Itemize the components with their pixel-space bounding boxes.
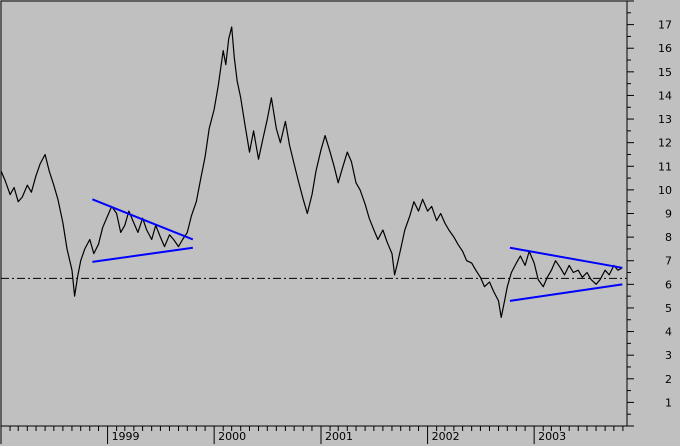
x-tick-label: 1999: [112, 430, 140, 443]
y-tick-label: 4: [665, 326, 672, 339]
x-tick-label: 2001: [325, 430, 353, 443]
trendline-1: [92, 198, 194, 241]
trendline-layer: [92, 198, 623, 302]
y-tick-label: 15: [658, 66, 672, 79]
price-series-line: [0, 26, 623, 318]
y-tick-label: 2: [665, 373, 672, 386]
y-tick-label: 13: [658, 113, 672, 126]
y-tick-label: 12: [658, 137, 672, 150]
x-axis: 1999 2000 2001 2002 2003: [0, 426, 624, 444]
y-tick-label: 5: [665, 302, 672, 315]
trendline-2: [92, 246, 193, 263]
trendline-4: [509, 283, 623, 302]
x-tick-label: 2002: [432, 430, 460, 443]
x-tick-label: 2003: [538, 430, 566, 443]
trendline-3: [509, 246, 623, 269]
y-tick-label: 1: [665, 396, 672, 409]
x-tick-label: 2000: [218, 430, 246, 443]
y-tick-label: 8: [665, 231, 672, 244]
y-tick-label: 16: [658, 42, 672, 55]
y-tick-label: 3: [665, 349, 672, 362]
y-tick-label: 9: [665, 208, 672, 221]
y-tick-label: 10: [658, 184, 672, 197]
y-tick-label: 6: [665, 278, 672, 291]
y-tick-label: 17: [658, 19, 672, 32]
y-tick-label: 7: [665, 255, 672, 268]
y-tick-label: 14: [658, 89, 672, 102]
y-tick-label: 11: [658, 160, 672, 173]
series-layer: [0, 26, 623, 318]
